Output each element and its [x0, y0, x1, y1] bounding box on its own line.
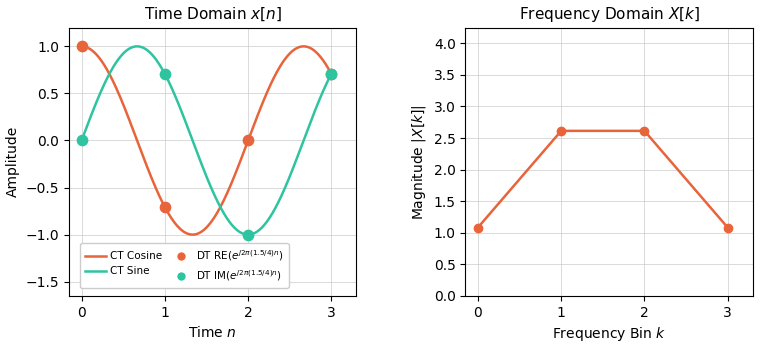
X-axis label: Frequency Bin $k$: Frequency Bin $k$ [552, 325, 667, 343]
Y-axis label: Magnitude $|X[k]|$: Magnitude $|X[k]|$ [410, 104, 429, 219]
Point [242, 138, 254, 143]
Point [75, 44, 88, 49]
Y-axis label: Amplitude: Amplitude [6, 126, 20, 197]
X-axis label: Time $n$: Time $n$ [188, 325, 237, 340]
Title: Time Domain $x[n]$: Time Domain $x[n]$ [144, 6, 282, 23]
Title: Frequency Domain $X[k]$: Frequency Domain $X[k]$ [518, 5, 700, 24]
Point [159, 71, 171, 77]
Point [242, 232, 254, 237]
Point [325, 71, 337, 77]
Point [75, 138, 88, 143]
Legend: CT Cosine, CT Sine, DT RE($e^{j2\pi(1.5/4)n}$), DT IM($e^{j2\pi(1.5/4)n}$): CT Cosine, CT Sine, DT RE($e^{j2\pi(1.5/… [80, 243, 289, 288]
Point [159, 204, 171, 210]
Point [325, 71, 337, 77]
